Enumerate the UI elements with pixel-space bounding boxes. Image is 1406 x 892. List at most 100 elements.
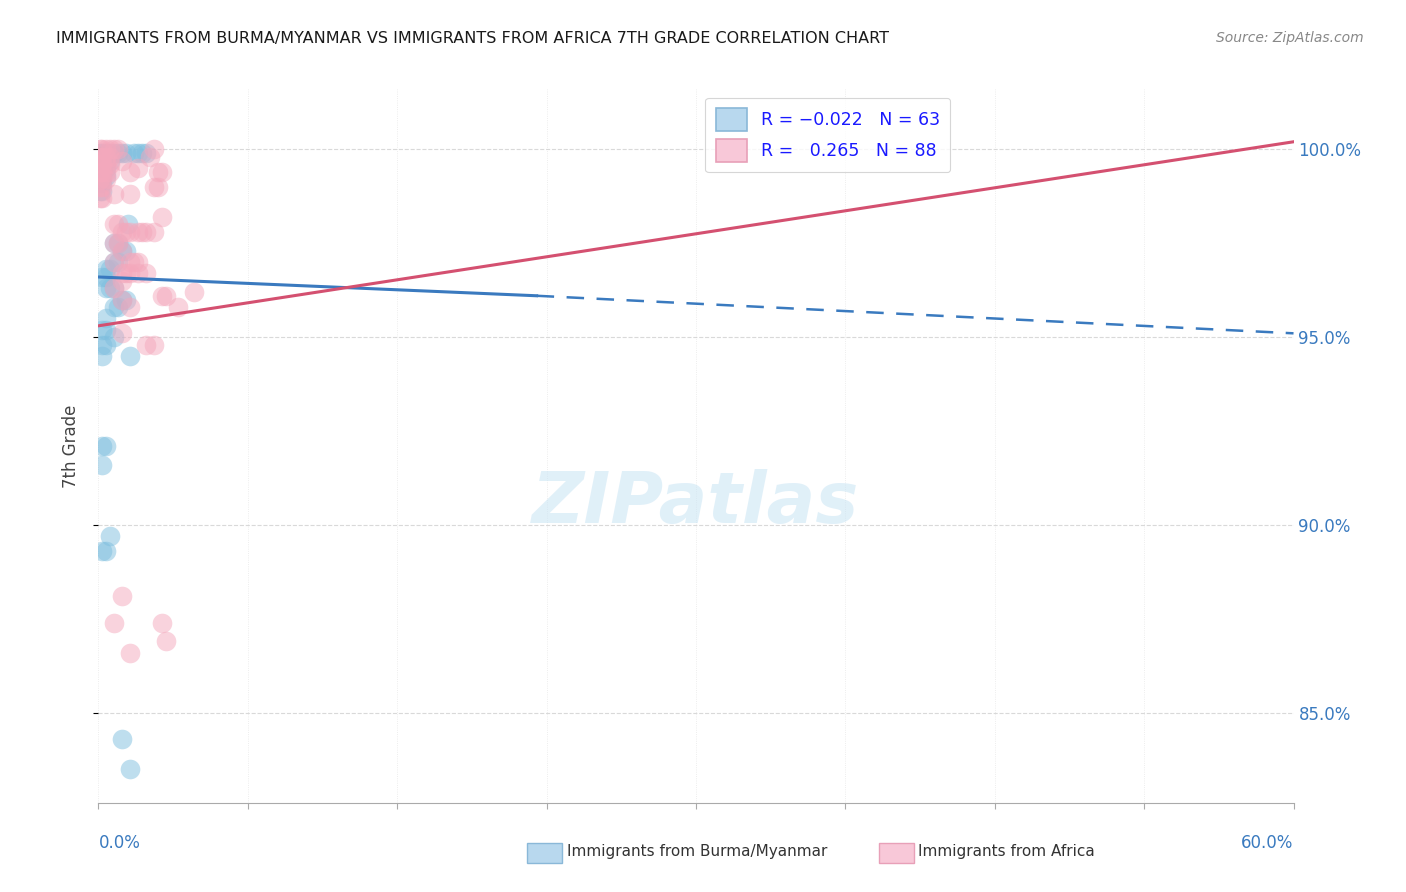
Point [100,153,122,168]
Point [107,218,129,232]
Point [91,349,114,363]
Point [107,146,129,161]
Text: Source: ZipAtlas.com: Source: ZipAtlas.com [1216,31,1364,45]
Point [148,165,170,179]
Point [131,146,153,161]
Point [107,255,129,269]
Point [96,150,118,164]
Point [91,142,114,156]
Text: 0.0%: 0.0% [98,834,141,852]
Y-axis label: 7th Grade: 7th Grade [62,404,80,488]
Point [150,615,173,630]
Point [96,146,118,161]
Point [127,161,149,175]
Point [103,281,125,295]
Point [127,266,149,280]
Point [100,146,122,161]
Point [107,300,129,314]
Text: 60.0%: 60.0% [1241,834,1294,852]
Point [91,458,114,472]
Point [91,439,114,453]
Point [111,326,134,341]
Point [96,337,118,351]
Point [96,157,118,171]
Point [91,146,114,161]
Point [96,270,118,285]
Point [100,262,122,277]
Point [103,281,125,295]
Point [115,225,138,239]
Point [89,161,111,175]
Point [135,266,157,280]
Point [103,330,125,344]
Point [96,544,118,558]
Point [91,153,114,168]
Text: ZIPatlas: ZIPatlas [533,468,859,538]
Point [96,153,118,168]
Point [96,281,118,295]
Point [96,161,118,175]
Point [111,244,134,258]
Point [91,179,114,194]
Point [96,169,118,183]
Point [91,176,114,190]
Point [120,266,142,280]
Point [115,146,138,161]
Point [103,142,125,156]
Point [91,184,114,198]
Point [103,236,125,251]
Point [91,169,114,183]
Point [89,184,111,198]
Point [103,300,125,314]
Text: Immigrants from Burma/Myanmar: Immigrants from Burma/Myanmar [567,845,827,859]
Point [124,146,146,161]
Point [89,169,111,183]
Point [127,255,149,269]
Point [111,266,134,280]
Point [135,225,157,239]
Point [96,322,118,336]
Point [107,142,129,156]
Point [150,289,173,303]
Point [103,255,125,269]
Point [91,191,114,205]
Point [183,285,205,299]
Point [96,262,118,277]
Point [135,337,157,351]
Point [120,762,142,776]
Point [143,225,166,239]
Point [167,300,190,314]
Point [96,165,118,179]
Point [135,146,157,161]
Point [103,255,125,269]
Point [91,150,114,164]
Point [107,236,129,251]
Point [111,731,134,746]
Point [91,157,114,171]
Point [89,142,111,156]
Point [100,157,122,171]
Point [124,255,146,269]
Point [120,187,142,202]
Point [143,179,166,194]
Point [111,293,134,307]
Point [120,349,142,363]
Point [100,281,122,295]
Point [89,150,111,164]
Point [111,153,134,168]
Point [89,157,111,171]
Point [120,225,142,239]
Point [150,210,173,224]
Point [91,161,114,175]
Point [103,187,125,202]
Text: Immigrants from Africa: Immigrants from Africa [918,845,1095,859]
Point [107,236,129,251]
Point [103,146,125,161]
Point [89,179,111,194]
Point [120,646,142,660]
Point [131,225,153,239]
Point [115,244,138,258]
Point [111,244,134,258]
Point [117,218,139,232]
Point [89,153,111,168]
